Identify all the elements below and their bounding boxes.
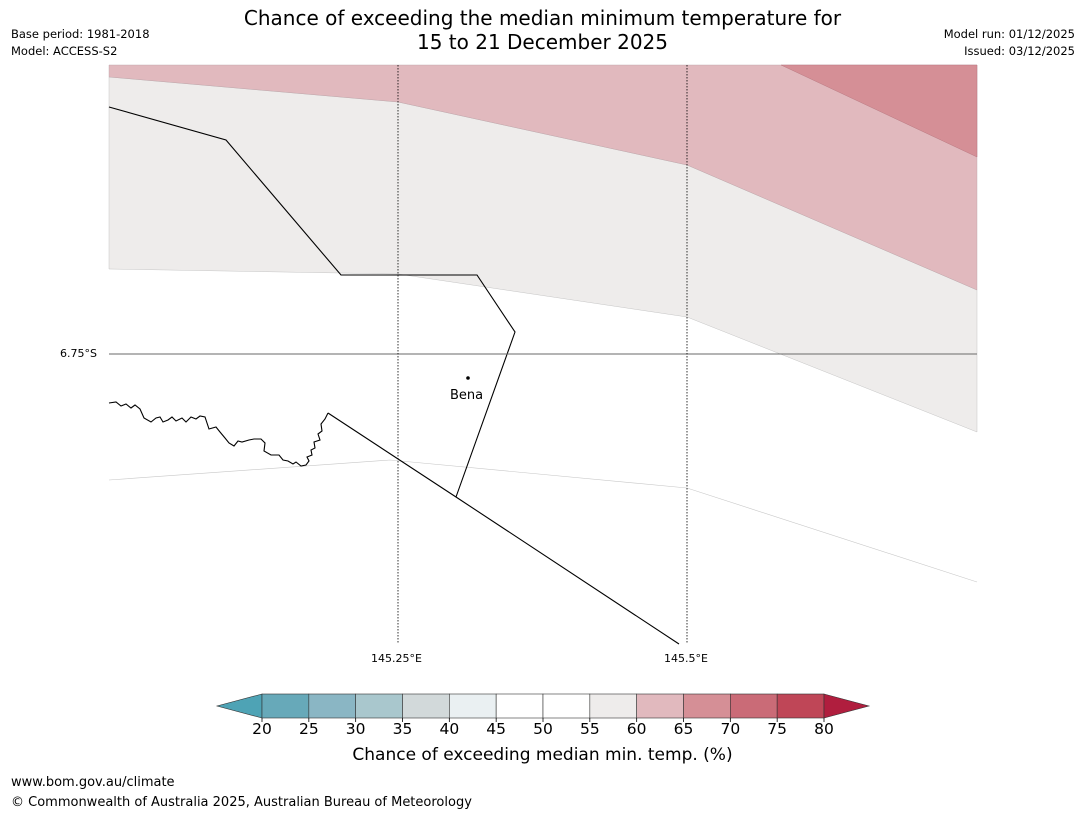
colorbar-cell-45-50 [495,693,544,719]
title-line-2: 15 to 21 December 2025 [416,30,668,54]
colorbar-tick-marks [261,718,825,722]
longitude-label-145-5: 145.5°E [664,652,708,665]
colorbar-over-arrow [823,693,871,719]
colorbar-tick-70: 70 [720,720,741,738]
colorbar-cell-25-30 [308,693,356,719]
colorbar-tick-80: 80 [814,720,834,738]
meta-right: Model run: 01/12/2025 Issued: 03/12/2025 [944,26,1075,60]
colorbar-cell-30-35 [355,693,403,719]
colorbar-tick-55: 55 [579,720,600,738]
colorbar-tick-30: 30 [345,720,366,738]
colorbar-cell-75-80 [776,693,825,719]
issued-date: Issued: 03/12/2025 [964,44,1075,58]
colorbar-under-arrow [215,693,263,719]
colorbar-cells [261,693,825,719]
chart-title: Chance of exceeding the median minimum t… [0,6,1085,54]
colorbar-tick-40: 40 [439,720,460,738]
colorbar-cell-60-65 [636,693,684,719]
footer-copyright: © Commonwealth of Australia 2025, Austra… [11,795,472,810]
colorbar-label: Chance of exceeding median min. temp. (%… [352,745,733,765]
zone-70-75 [780,64,978,158]
boundary-upper [108,106,516,498]
colorbar-tick-25: 25 [298,720,319,738]
colorbar-cell-70-75 [730,693,778,719]
colorbar-cell-35-40 [402,693,450,719]
colorbar-cell-20-25 [261,693,310,719]
place-label-bena: Bena [450,388,484,403]
colorbar-tick-50: 50 [533,720,553,738]
model-run: Model run: 01/12/2025 [943,27,1075,41]
contour-line [108,459,978,583]
colorbar-cell-50-55 [542,693,591,719]
colorbar-tick-75: 75 [767,720,788,738]
meta-left: Base period: 1981-2018 Model: ACCESS-S2 [11,26,150,60]
colorbar [215,693,871,722]
longitude-label-145-25: 145.25°E [371,652,422,665]
boundary-lower [327,412,680,645]
base-period: Base period: 1981-2018 [11,27,150,41]
map-plot-area [108,64,978,645]
colorbar-cell-65-70 [683,693,731,719]
colorbar-cell-40-45 [449,693,497,719]
latitude-label: 6.75°S [60,347,97,360]
colorbar-tick-20: 20 [252,720,272,738]
colorbar-tick-35: 35 [392,720,413,738]
colorbar-cell-55-60 [589,693,637,719]
colorbar-tick-45: 45 [486,720,507,738]
footer-url: www.bom.gov.au/climate [11,775,175,790]
coastline [108,401,329,467]
title-line-1: Chance of exceeding the median minimum t… [243,6,842,30]
location-dot-icon [466,376,470,380]
colorbar-tick-60: 60 [626,720,647,738]
model-name: Model: ACCESS-S2 [11,44,118,58]
colorbar-tick-65: 65 [673,720,694,738]
